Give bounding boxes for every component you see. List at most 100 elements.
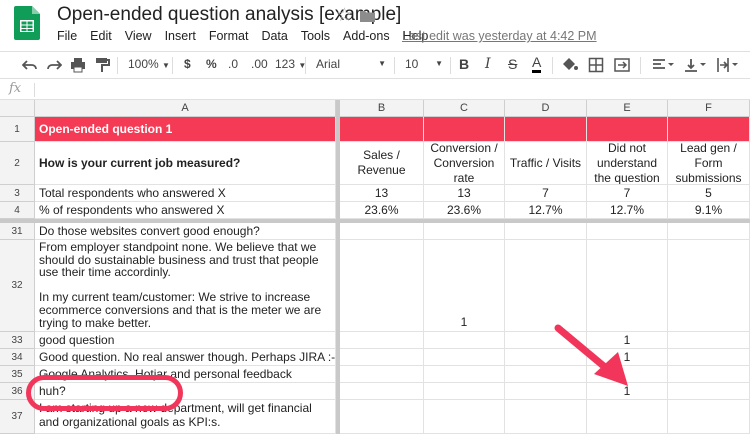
zoom-select[interactable]: 100% ▼ bbox=[128, 57, 170, 71]
cell-f4[interactable]: 9.1% bbox=[668, 202, 750, 219]
cell-c36[interactable] bbox=[424, 383, 505, 400]
cell-d1[interactable] bbox=[505, 117, 587, 142]
cell-c33[interactable] bbox=[424, 332, 505, 349]
cell-a4[interactable]: % of respondents who answered X bbox=[35, 202, 336, 219]
paint-format-icon[interactable] bbox=[94, 57, 110, 73]
menu-addons[interactable]: Add-ons bbox=[343, 29, 390, 43]
currency-format-button[interactable]: $ bbox=[184, 57, 191, 71]
cell-d31[interactable] bbox=[505, 223, 587, 240]
column-header-f[interactable]: F bbox=[668, 100, 750, 117]
row-header[interactable]: 31 bbox=[0, 223, 35, 240]
row-header[interactable]: 4 bbox=[0, 202, 35, 219]
print-icon[interactable] bbox=[70, 57, 86, 73]
cell-b33[interactable] bbox=[340, 332, 424, 349]
cell-b31[interactable] bbox=[340, 223, 424, 240]
folder-icon[interactable] bbox=[360, 10, 375, 22]
cell-f36[interactable] bbox=[668, 383, 750, 400]
cell-e3[interactable]: 7 bbox=[587, 185, 668, 202]
cell-b35[interactable] bbox=[340, 366, 424, 383]
cell-a37[interactable]: I am starting up a new department, will … bbox=[35, 400, 336, 434]
column-header-b[interactable]: B bbox=[340, 100, 424, 117]
star-icon[interactable]: ☆ bbox=[336, 5, 354, 26]
row-header[interactable]: 1 bbox=[0, 117, 35, 142]
cell-c4[interactable]: 23.6% bbox=[424, 202, 505, 219]
cell-f34[interactable] bbox=[668, 349, 750, 366]
italic-button[interactable]: I bbox=[485, 56, 491, 72]
cell-b36[interactable] bbox=[340, 383, 424, 400]
cell-d35[interactable] bbox=[505, 366, 587, 383]
cell-a34[interactable]: Good question. No real answer though. Pe… bbox=[35, 349, 336, 366]
cell-a31[interactable]: Do those websites convert good enough? bbox=[35, 223, 336, 240]
column-header-a[interactable]: A bbox=[35, 100, 336, 117]
menu-edit[interactable]: Edit bbox=[90, 29, 112, 43]
font-size-select[interactable]: 10 ▼ bbox=[405, 57, 443, 71]
cell-c3[interactable]: 13 bbox=[424, 185, 505, 202]
increase-decimal-button[interactable]: .00 bbox=[251, 57, 268, 71]
font-family-select[interactable]: Arial ▼ bbox=[316, 57, 386, 71]
cell-f3[interactable]: 5 bbox=[668, 185, 750, 202]
merge-cells-icon[interactable] bbox=[614, 57, 630, 73]
cell-e33[interactable]: 1 bbox=[587, 332, 668, 349]
cell-e37[interactable] bbox=[587, 400, 668, 434]
cell-c2[interactable]: Conversion / Conversion rate bbox=[424, 142, 505, 185]
column-header-c[interactable]: C bbox=[424, 100, 505, 117]
cell-e2[interactable]: Did not understand the question bbox=[587, 142, 668, 185]
menu-format[interactable]: Format bbox=[208, 29, 249, 43]
cell-e31[interactable] bbox=[587, 223, 668, 240]
cell-d37[interactable] bbox=[505, 400, 587, 434]
percent-format-button[interactable]: % bbox=[206, 57, 217, 71]
decrease-decimal-button[interactable]: .0 bbox=[228, 57, 239, 71]
cell-e4[interactable]: 12.7% bbox=[587, 202, 668, 219]
cell-f35[interactable] bbox=[668, 366, 750, 383]
cell-d4[interactable]: 12.7% bbox=[505, 202, 587, 219]
undo-icon[interactable] bbox=[22, 57, 38, 73]
menu-tools[interactable]: Tools bbox=[300, 29, 331, 43]
cell-a3[interactable]: Total respondents who answered X bbox=[35, 185, 336, 202]
cell-c31[interactable] bbox=[424, 223, 505, 240]
cell-c35[interactable] bbox=[424, 366, 505, 383]
menu-file[interactable]: File bbox=[57, 29, 78, 43]
frozen-column-divider[interactable] bbox=[336, 100, 340, 434]
cell-f2[interactable]: Lead gen / Form submissions bbox=[668, 142, 750, 185]
document-title[interactable]: Open-ended question analysis [example] bbox=[57, 4, 402, 25]
row-header[interactable]: 3 bbox=[0, 185, 35, 202]
cell-c32[interactable]: 1 bbox=[424, 240, 505, 332]
menu-data[interactable]: Data bbox=[261, 29, 288, 43]
cell-d34[interactable] bbox=[505, 349, 587, 366]
cell-f33[interactable] bbox=[668, 332, 750, 349]
menu-view[interactable]: View bbox=[124, 29, 152, 43]
cell-a36[interactable]: huh? bbox=[35, 383, 336, 400]
cell-f1[interactable] bbox=[668, 117, 750, 142]
cell-e36[interactable]: 1 bbox=[587, 383, 668, 400]
row-header[interactable]: 35 bbox=[0, 366, 35, 383]
formula-input[interactable] bbox=[42, 83, 742, 97]
select-all-corner[interactable] bbox=[0, 100, 35, 117]
cell-f31[interactable] bbox=[668, 223, 750, 240]
cell-c34[interactable] bbox=[424, 349, 505, 366]
cell-e34[interactable]: 1 bbox=[587, 349, 668, 366]
column-header-e[interactable]: E bbox=[587, 100, 668, 117]
cell-f37[interactable] bbox=[668, 400, 750, 434]
cell-a1[interactable]: Open-ended question 1 bbox=[35, 117, 336, 142]
cell-e32[interactable] bbox=[587, 240, 668, 332]
cell-e1[interactable] bbox=[587, 117, 668, 142]
cell-f32[interactable] bbox=[668, 240, 750, 332]
more-formats-select[interactable]: 123 ▼ bbox=[275, 57, 306, 71]
text-color-button[interactable]: A bbox=[532, 54, 542, 73]
row-header[interactable]: 2 bbox=[0, 142, 35, 185]
cell-c37[interactable] bbox=[424, 400, 505, 434]
menu-insert[interactable]: Insert bbox=[164, 29, 196, 43]
text-wrap-icon[interactable] bbox=[716, 57, 738, 73]
row-header[interactable]: 33 bbox=[0, 332, 35, 349]
cell-b37[interactable] bbox=[340, 400, 424, 434]
menu-help[interactable]: Help bbox=[402, 29, 429, 43]
cell-d2[interactable]: Traffic / Visits bbox=[505, 142, 587, 185]
cell-c1[interactable] bbox=[424, 117, 505, 142]
cell-a32[interactable]: From employer standpoint none. We believ… bbox=[35, 240, 336, 332]
row-header[interactable]: 32 bbox=[0, 240, 35, 332]
cell-b3[interactable]: 13 bbox=[340, 185, 424, 202]
sheets-logo-icon[interactable] bbox=[14, 6, 40, 40]
column-header-d[interactable]: D bbox=[505, 100, 587, 117]
bold-button[interactable]: B bbox=[459, 56, 470, 72]
borders-icon[interactable] bbox=[588, 57, 604, 73]
